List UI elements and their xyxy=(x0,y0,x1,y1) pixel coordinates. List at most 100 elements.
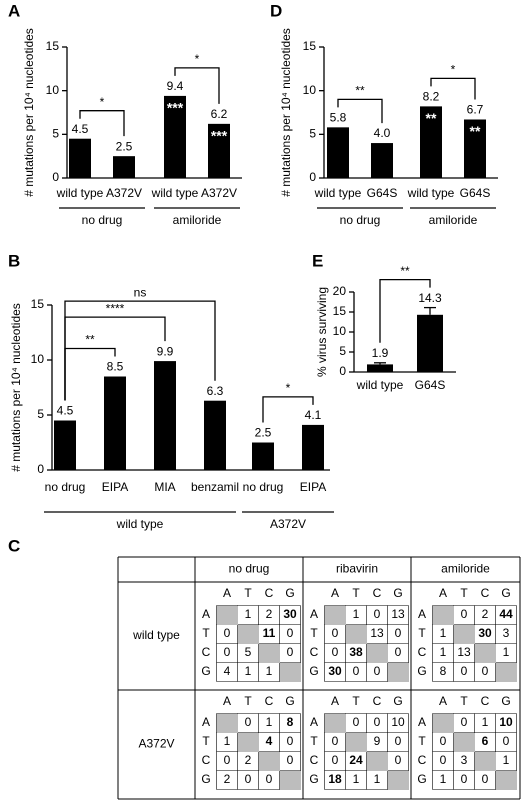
cell-value: 30 xyxy=(478,626,492,640)
base-row-label: G xyxy=(309,664,318,678)
base-row-label: C xyxy=(310,645,319,659)
x-tick-label: wild type xyxy=(407,186,455,200)
cell-value: 0 xyxy=(482,772,489,786)
bar xyxy=(252,442,274,470)
value-label: 2.5 xyxy=(255,426,272,440)
cell-value: 2 xyxy=(245,753,252,767)
base-row-label: G xyxy=(417,664,426,678)
cell-value: 0 xyxy=(332,645,339,659)
cell-value: 1 xyxy=(440,626,447,640)
cell-value: 5 xyxy=(245,645,252,659)
diagonal-cell xyxy=(496,663,517,682)
cell-value: 0 xyxy=(245,715,252,729)
panel-label: D xyxy=(270,1,282,20)
cell-value: 13 xyxy=(457,645,471,659)
cell-value: 24 xyxy=(349,753,363,767)
significance-bracket xyxy=(262,396,314,423)
bar-annotation: ** xyxy=(426,110,437,126)
diagonal-cell xyxy=(280,771,301,790)
cell-value: 0 xyxy=(374,607,381,621)
base-col-label: A xyxy=(331,586,339,600)
bar xyxy=(104,376,126,470)
cell-value: 0 xyxy=(287,753,294,767)
diagonal-cell xyxy=(367,752,388,771)
y-axis-title: % virus surviving xyxy=(315,287,329,377)
value-label: 9.4 xyxy=(167,79,184,93)
diagonal-cell xyxy=(217,714,238,733)
cell-value: 0 xyxy=(461,664,468,678)
y-tick-label: 0 xyxy=(339,364,346,378)
cell-value: 44 xyxy=(499,607,513,621)
cell-value: 11 xyxy=(263,626,276,640)
cell-value: 2 xyxy=(266,607,273,621)
cell-value: 30 xyxy=(283,607,297,621)
value-label: 14.3 xyxy=(418,291,442,305)
cell-value: 4 xyxy=(224,664,231,678)
cell-value: 1 xyxy=(440,645,447,659)
base-col-label: G xyxy=(501,694,510,708)
bar xyxy=(302,424,324,470)
y-tick-label: 5 xyxy=(309,127,316,141)
cell-value: 1 xyxy=(224,734,231,748)
x-tick-label: G64S xyxy=(415,378,446,392)
diagonal-cell xyxy=(454,625,475,644)
x-tick-label: no drug xyxy=(243,480,284,494)
x-tick-label: EIPA xyxy=(102,480,128,494)
y-tick-label: 10 xyxy=(46,83,60,97)
cell-value: 0 xyxy=(353,664,360,678)
y-tick-label: 0 xyxy=(52,170,59,184)
cell-value: 9 xyxy=(374,734,381,748)
x-tick-label: A372V xyxy=(106,186,142,200)
cell-value: 13 xyxy=(370,626,384,640)
y-tick-label: 15 xyxy=(31,297,45,311)
base-row-label: C xyxy=(418,645,427,659)
value-label: 2.5 xyxy=(116,139,133,153)
panel-label: A xyxy=(8,1,20,20)
significance-bracket xyxy=(337,98,383,124)
base-row-label: G xyxy=(201,772,210,786)
cell-value: 10 xyxy=(391,715,405,729)
x-tick-label: EIPA xyxy=(300,480,326,494)
base-row-label: G xyxy=(309,772,318,786)
cell-value: 0 xyxy=(287,734,294,748)
base-row-label: A xyxy=(310,607,318,621)
group-label: no drug xyxy=(340,213,381,227)
diagonal-cell xyxy=(388,663,409,682)
cell-value: 0 xyxy=(395,626,402,640)
significance-label: * xyxy=(195,52,200,66)
y-tick-label: 5 xyxy=(339,344,346,358)
x-tick-label: A372V xyxy=(201,186,237,200)
significance-label: ** xyxy=(85,333,95,347)
bar xyxy=(367,364,393,372)
row-header: wild type xyxy=(132,628,180,642)
cell-value: 0 xyxy=(482,664,489,678)
y-tick-label: 0 xyxy=(37,462,44,476)
base-col-label: G xyxy=(393,586,402,600)
bar-annotation: *** xyxy=(211,128,228,144)
cell-value: 0 xyxy=(374,664,381,678)
value-label: 6.7 xyxy=(467,103,484,117)
y-tick-label: 15 xyxy=(46,39,60,53)
value-label: 6.3 xyxy=(207,384,224,398)
cell-value: 1 xyxy=(245,664,252,678)
y-tick-label: 15 xyxy=(333,304,347,318)
diagonal-cell xyxy=(325,714,346,733)
x-tick-label: wild type xyxy=(151,186,199,200)
panel-label: C xyxy=(8,536,20,555)
significance-bracket xyxy=(430,77,476,100)
bar xyxy=(113,156,135,178)
base-row-label: T xyxy=(202,626,210,640)
cell-value: 8 xyxy=(287,715,294,729)
significance-bracket xyxy=(174,67,220,104)
significance-label: * xyxy=(100,95,105,109)
diagonal-cell xyxy=(388,771,409,790)
value-label: 5.8 xyxy=(330,111,347,125)
value-label: 4.1 xyxy=(305,408,322,422)
cell-value: 6 xyxy=(482,734,489,748)
significance-label: * xyxy=(451,63,456,77)
base-col-label: C xyxy=(373,694,382,708)
value-label: 4.5 xyxy=(57,404,74,418)
base-row-label: C xyxy=(202,645,211,659)
y-tick-label: 15 xyxy=(303,39,317,53)
diagonal-cell xyxy=(325,606,346,625)
